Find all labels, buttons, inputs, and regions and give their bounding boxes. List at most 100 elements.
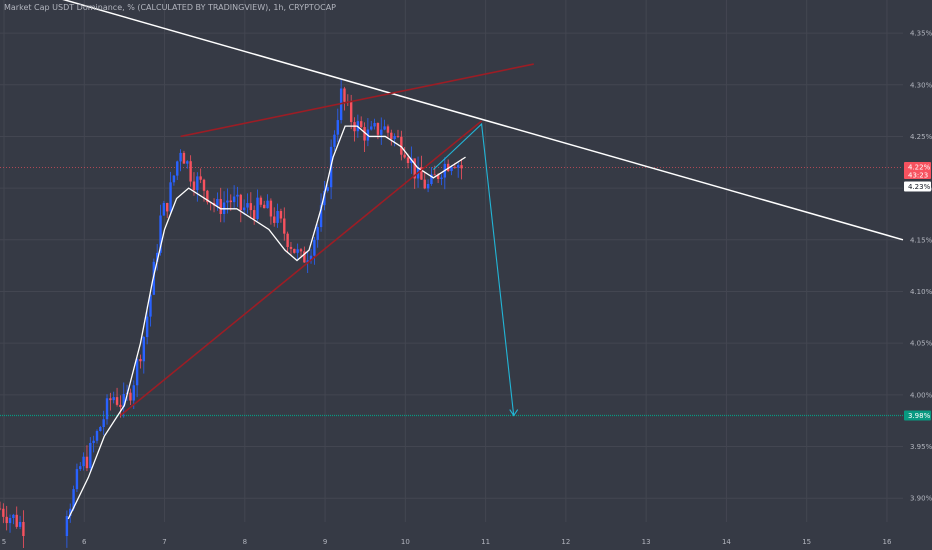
- y-tick-label: 4.30%: [910, 81, 932, 89]
- candle-body: [390, 132, 393, 140]
- y-tick-label: 4.25%: [910, 133, 932, 141]
- candle-body: [92, 440, 95, 443]
- ma-value-tag-text: 4.23%: [908, 183, 931, 191]
- candle-body: [376, 123, 380, 135]
- x-tick-label: 15: [802, 538, 811, 546]
- candle-body: [0, 508, 2, 510]
- candle-body: [162, 203, 166, 216]
- candle-body: [273, 216, 276, 223]
- candle-body: [152, 261, 156, 295]
- candle-body: [122, 393, 125, 407]
- candle-body: [286, 233, 289, 247]
- candle-body: [142, 337, 146, 362]
- x-tick-label: 10: [401, 538, 410, 546]
- candle-body: [72, 489, 75, 509]
- candles: [0, 79, 463, 549]
- y-tick-label: 4.15%: [910, 236, 932, 244]
- moving-average-line: [67, 125, 466, 520]
- candle-body: [269, 200, 273, 217]
- support-value-tag-bg: [904, 410, 931, 421]
- candle-body: [229, 200, 232, 203]
- candle-body: [8, 517, 12, 524]
- axes: 5 6 7 8 9 10 11 12 13 14 15 163.90%3.95%4.00%4.05%4…: [2, 30, 932, 546]
- candle-body: [383, 126, 386, 130]
- candle-body: [89, 442, 92, 469]
- x-tick-label: 6: [82, 538, 87, 546]
- candle-body: [446, 163, 450, 172]
- candle-body: [319, 205, 323, 228]
- candle-body: [202, 179, 206, 191]
- candle-body: [363, 127, 366, 141]
- candle-body: [279, 211, 283, 219]
- candle-body: [306, 260, 309, 263]
- candle-body: [420, 167, 423, 180]
- candle-body: [119, 404, 122, 407]
- descending-trendline[interactable]: [0, 0, 904, 241]
- candle-body: [139, 359, 142, 362]
- candle-body: [326, 187, 329, 191]
- candle-body: [303, 251, 306, 263]
- candle-body: [406, 157, 410, 164]
- candle-body: [440, 177, 443, 179]
- ma-value-tag-bg: [904, 181, 931, 192]
- candle-body: [336, 120, 339, 135]
- candle-body: [246, 203, 249, 208]
- y-tick-label: 4.10%: [910, 288, 932, 296]
- candle-body: [252, 210, 256, 219]
- candle-body: [192, 181, 196, 191]
- candle-body: [436, 174, 440, 179]
- candle-body: [172, 175, 176, 183]
- x-tick-label: 11: [481, 538, 490, 546]
- candle-body: [2, 508, 5, 517]
- candle-body: [413, 158, 416, 179]
- annotations[interactable]: [0, 0, 904, 417]
- y-tick-label: 4.35%: [910, 30, 932, 38]
- candle-body: [186, 161, 189, 164]
- wedge-upper-line[interactable]: [180, 63, 534, 138]
- candle-body: [236, 194, 239, 197]
- y-tick-label: 3.90%: [910, 495, 932, 503]
- candle-body: [333, 134, 336, 147]
- candle-body: [283, 218, 286, 234]
- projection-arrow-path[interactable]: [433, 122, 515, 416]
- candle-body: [189, 161, 192, 182]
- support-value-tag: 3.98%: [904, 410, 931, 421]
- candle-body: [219, 198, 222, 214]
- candle-body: [15, 514, 18, 527]
- candle-body: [242, 207, 246, 211]
- candle-body: [5, 516, 8, 524]
- candle-body: [159, 215, 162, 253]
- candle-body: [18, 521, 22, 527]
- candle-body: [380, 129, 383, 135]
- candle-body: [99, 426, 102, 432]
- current-price-tag-text: 43:23: [908, 171, 928, 179]
- price-tags: 4.22%43:23 4.23% 3.98%: [904, 161, 931, 421]
- candle-body: [433, 174, 436, 176]
- wedge-lower-line[interactable]: [119, 120, 483, 417]
- x-tick-label: 14: [722, 538, 731, 546]
- candle-body: [316, 227, 319, 240]
- projection-arrowhead-icon[interactable]: [509, 409, 519, 417]
- current-price-tag-text: 4.22%: [908, 163, 931, 171]
- x-tick-label: 8: [243, 538, 247, 546]
- candle-body: [115, 397, 119, 405]
- candle-body: [299, 249, 303, 252]
- support-line-group: [0, 167, 903, 417]
- current-price-tag-bg: [904, 161, 931, 179]
- candle-body: [396, 136, 400, 137]
- x-tick-label: 5: [2, 538, 6, 546]
- candle-body: [263, 204, 266, 209]
- candle-body: [182, 152, 186, 164]
- chart-title: Market Cap USDT Dominance, % (CALCULATED…: [4, 3, 336, 12]
- candle-body: [176, 161, 179, 176]
- candle-body: [112, 397, 115, 401]
- candle-body: [296, 249, 299, 253]
- candle-body: [155, 252, 159, 262]
- candle-body: [386, 126, 390, 133]
- candle-body: [232, 196, 236, 203]
- candle-body: [343, 88, 346, 102]
- support-value-tag-text: 3.98%: [908, 412, 931, 420]
- y-tick-label: 4.05%: [910, 340, 932, 348]
